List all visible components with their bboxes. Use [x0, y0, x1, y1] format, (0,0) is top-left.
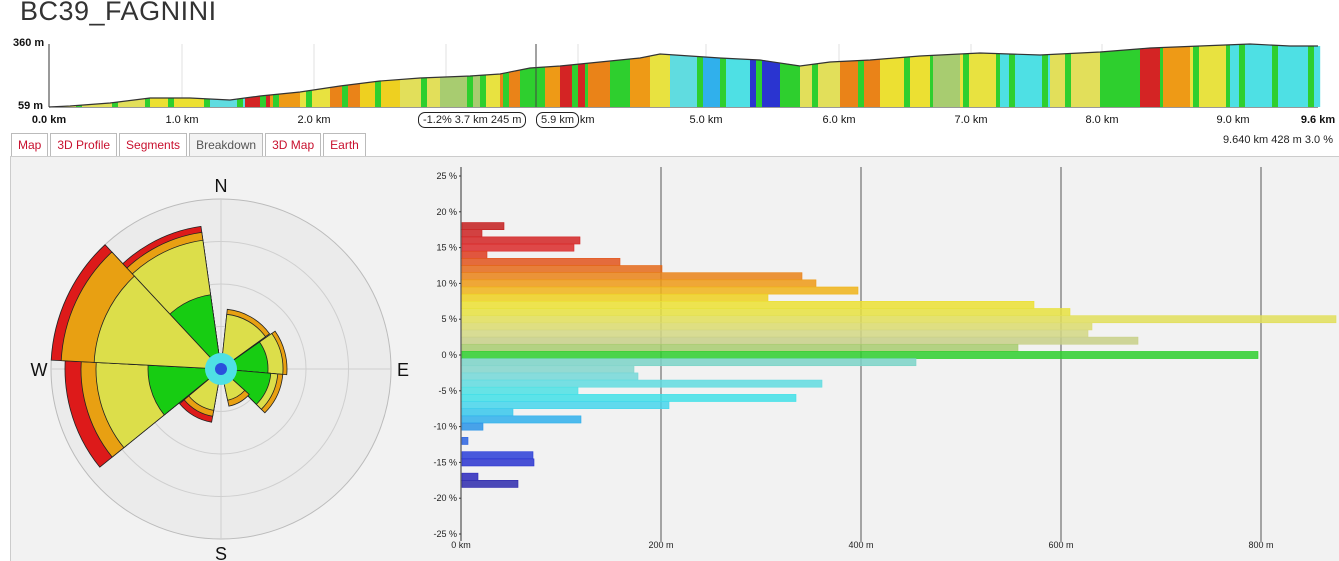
tab-segments[interactable]: Segments [119, 133, 187, 156]
grade-bar [462, 251, 487, 258]
route-stats: 9.640 km 428 m 3.0 % [1223, 134, 1333, 146]
grade-bar [462, 380, 822, 387]
tab-3d-profile[interactable]: 3D Profile [50, 133, 117, 156]
bar-x-tick-label: 200 m [648, 540, 673, 550]
grade-bar [462, 244, 574, 251]
profile-ymax-label: 360 m [13, 37, 44, 49]
profile-x-tick: 9.6 km [1301, 114, 1335, 126]
grade-bar [462, 230, 482, 237]
profile-ymin-label: 59 m [18, 100, 43, 112]
grade-bar [462, 301, 1034, 308]
grade-bar [462, 437, 468, 444]
bar-y-tick-label: 20 % [436, 207, 457, 217]
grade-bar [462, 308, 1070, 315]
grade-bar [462, 394, 796, 401]
grade-bar [462, 344, 1018, 351]
bar-y-tick-label: 5 % [441, 314, 457, 324]
grade-bar [462, 359, 916, 366]
grade-bar [462, 459, 534, 466]
grade-bar [462, 373, 638, 380]
grade-distribution-chart: 25 % 20 % 15 % 10 % 5 % 0 % -5 % -10 % -15 % -20 … [11, 157, 1339, 561]
grade-bar [462, 323, 1092, 330]
bar-y-tick-label: -20 % [433, 493, 457, 503]
grade-bar [462, 402, 669, 409]
bar-x-tick-label: 400 m [848, 540, 873, 550]
grade-bar [462, 416, 581, 423]
grade-bar [462, 287, 858, 294]
grade-bar [462, 294, 768, 301]
grade-bar [462, 258, 620, 265]
elevation-profile-chart[interactable] [0, 36, 1339, 132]
bar-x-tick-label: 800 m [1248, 540, 1273, 550]
bar-y-tick-label: -10 % [433, 422, 457, 432]
grade-bar [462, 351, 1258, 358]
grade-bar [462, 273, 802, 280]
profile-x-tick: 7.0 km [954, 114, 987, 126]
grade-bar [462, 223, 504, 230]
bar-x-tick-label: 600 m [1048, 540, 1073, 550]
bar-y-tick-label: 25 % [436, 171, 457, 181]
bar-y-tick-label: -5 % [438, 386, 457, 396]
bar-x-tick-label: 0 km [451, 540, 471, 550]
profile-x-tick: 9.0 km [1216, 114, 1249, 126]
grade-bar [462, 473, 478, 480]
cursor-distance-box: 5.9 km [536, 112, 579, 128]
grade-bar [462, 337, 1138, 344]
grade-bar [462, 366, 634, 373]
elevation-profile[interactable]: 360 m 59 m 0.0 km1.0 km2.0 km3.0 km4.0 k… [0, 36, 1339, 132]
profile-x-tick: 8.0 km [1085, 114, 1118, 126]
grade-bar [462, 480, 518, 487]
tab-earth[interactable]: Earth [323, 133, 366, 156]
grade-bar [462, 452, 533, 459]
profile-x-tick: 1.0 km [165, 114, 198, 126]
grade-bar [462, 266, 662, 273]
profile-x-tick: 5.0 km [689, 114, 722, 126]
cursor-info-box: -1.2% 3.7 km 245 m [418, 112, 526, 128]
tab-map[interactable]: Map [11, 133, 48, 156]
page-title: BC39_FAGNINI [20, 0, 217, 27]
grade-bar [462, 316, 1336, 323]
profile-x-tick: 6.0 km [822, 114, 855, 126]
grade-bar [462, 330, 1088, 337]
bar-y-tick-label: 0 % [441, 350, 457, 360]
grade-bar [462, 423, 483, 430]
bar-y-tick-label: 15 % [436, 243, 457, 253]
grade-bar [462, 237, 580, 244]
grade-bar [462, 409, 513, 416]
profile-x-tick: 0.0 km [32, 114, 66, 126]
profile-x-tick: 2.0 km [297, 114, 330, 126]
tab-3d-map[interactable]: 3D Map [265, 133, 321, 156]
bar-y-tick-label: -15 % [433, 457, 457, 467]
grade-bar [462, 280, 816, 287]
grade-bar [462, 387, 578, 394]
tab-breakdown[interactable]: Breakdown [189, 133, 263, 156]
bar-y-tick-label: 10 % [436, 278, 457, 288]
bar-y-tick-label: -25 % [433, 529, 457, 539]
